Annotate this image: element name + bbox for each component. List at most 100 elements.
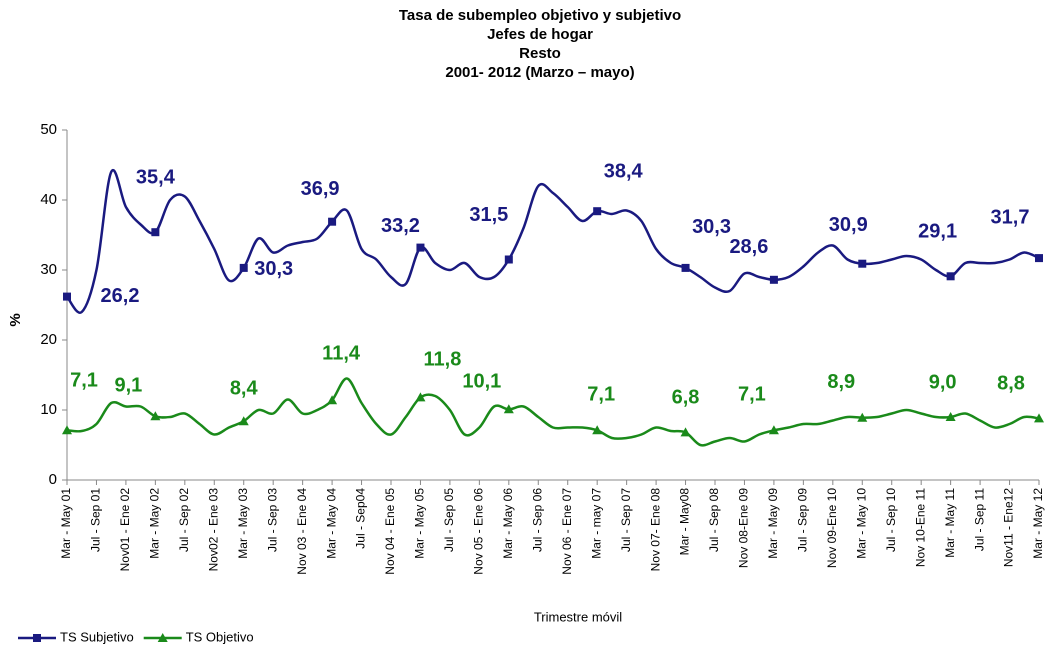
x-tick-label: Mar - May 04 xyxy=(324,488,338,559)
marker xyxy=(503,404,514,414)
value-label: 10,1 xyxy=(462,371,501,393)
x-tick-label: Nov 07- Ene 08 xyxy=(648,488,662,572)
marker xyxy=(150,411,161,421)
x-tick-label: Jul - Sep 10 xyxy=(884,488,898,552)
value-label: 33,2 xyxy=(381,215,420,237)
x-tick-label: Mar - May 02 xyxy=(148,488,162,559)
marker xyxy=(151,228,160,237)
x-tick-label: Jul - Sep04 xyxy=(354,488,368,549)
x-tick-label: Nov 06 - Ene 07 xyxy=(560,488,574,575)
x-tick-label: Mar - May 05 xyxy=(413,488,427,559)
y-tick-label: 40 xyxy=(40,191,57,208)
value-label: 11,8 xyxy=(424,349,462,371)
value-label: 26,2 xyxy=(101,285,140,307)
x-tick-label: Jul - Sep 09 xyxy=(796,488,810,552)
x-axis-label: Trimestre móvil xyxy=(534,609,622,624)
marker xyxy=(157,633,168,642)
x-tick-label: Mar - May08 xyxy=(678,488,692,556)
x-tick-label: Jul - Sep 03 xyxy=(265,488,279,552)
x-tick-label: Nov 04 - Ene 05 xyxy=(383,488,397,575)
value-label: 7,1 xyxy=(70,370,98,392)
value-label: 30,3 xyxy=(692,216,731,238)
x-tick-label: Nov 08-Ene 09 xyxy=(737,488,751,568)
x-tick-label: Mar - May 06 xyxy=(501,488,515,559)
value-label: 9,1 xyxy=(114,375,142,397)
chart-title: Jefes de hogar xyxy=(487,26,593,43)
x-tick-label: Jul - Sep 01 xyxy=(89,488,103,552)
x-tick-label: Nov01 - Ene 02 xyxy=(118,488,132,572)
marker xyxy=(593,207,602,216)
value-label: 30,3 xyxy=(254,258,293,280)
chart-title: Resto xyxy=(519,45,561,62)
marker xyxy=(328,217,337,226)
y-tick-label: 30 xyxy=(40,261,57,278)
y-tick-label: 0 xyxy=(49,471,57,488)
value-label: 8,8 xyxy=(997,373,1025,395)
value-label: 35,4 xyxy=(136,166,176,188)
marker xyxy=(857,412,868,422)
y-tick-label: 10 xyxy=(40,401,57,418)
x-tick-label: Mar - May 11 xyxy=(943,488,957,558)
series-line xyxy=(66,377,1040,447)
value-label: 8,9 xyxy=(827,371,855,393)
x-tick-label: Mar - May 12 xyxy=(1031,488,1045,559)
series-line xyxy=(65,168,1040,314)
value-label: 28,6 xyxy=(729,236,768,258)
marker xyxy=(592,425,603,435)
x-tick-label: Nov 09-Ene 10 xyxy=(825,488,839,568)
chart-title: 2001- 2012 (Marzo – mayo) xyxy=(445,64,634,81)
x-tick-label: Nov11 - Ene12 xyxy=(1002,488,1016,567)
x-tick-label: Mar - May 10 xyxy=(854,488,868,559)
marker xyxy=(63,292,71,301)
marker xyxy=(681,263,690,272)
value-label: 9,0 xyxy=(929,371,957,393)
marker xyxy=(946,272,955,281)
marker xyxy=(62,425,72,435)
legend-label: TS Objetivo xyxy=(186,629,254,644)
x-tick-label: Jul - Sep 02 xyxy=(177,488,191,552)
y-tick-label: 50 xyxy=(40,121,57,138)
value-label: 31,7 xyxy=(991,206,1030,228)
x-tick-label: Nov02 - Ene 03 xyxy=(206,488,220,572)
marker xyxy=(238,416,249,426)
marker xyxy=(769,275,778,284)
value-label: 31,5 xyxy=(469,204,508,226)
value-label: 7,1 xyxy=(738,384,766,406)
marker xyxy=(504,255,513,264)
x-tick-label: Mar - May 01 xyxy=(59,488,73,559)
marker xyxy=(33,634,41,642)
marker xyxy=(239,263,248,272)
value-label: 30,9 xyxy=(829,214,868,236)
marker xyxy=(415,392,426,402)
x-tick-label: Mar - May 03 xyxy=(236,488,250,559)
marker xyxy=(945,412,956,421)
value-label: 8,4 xyxy=(230,377,259,399)
marker xyxy=(1035,254,1043,263)
marker xyxy=(416,243,425,252)
marker xyxy=(680,427,691,437)
x-tick-label: Jul - Sep 05 xyxy=(442,488,456,552)
y-tick-label: 20 xyxy=(40,331,57,348)
marker xyxy=(327,395,338,405)
x-tick-label: Nov 10-Ene 11 xyxy=(913,488,927,567)
value-label: 36,9 xyxy=(301,178,340,200)
chart-title: Tasa de subempleo objetivo y subjetivo xyxy=(399,7,681,24)
x-tick-label: Jul - Sep 07 xyxy=(619,488,633,552)
x-tick-label: Jul - Sep 06 xyxy=(530,488,544,552)
x-tick-label: Mar - may 07 xyxy=(589,488,603,559)
value-label: 7,1 xyxy=(587,384,615,406)
x-tick-label: Jul - Sep 08 xyxy=(707,488,721,552)
value-label: 11,4 xyxy=(322,342,361,364)
marker xyxy=(1034,413,1044,423)
marker xyxy=(858,259,867,268)
legend-label: TS Subjetivo xyxy=(60,629,134,644)
y-axis-label: % xyxy=(7,313,24,326)
x-tick-label: Mar - May 09 xyxy=(766,488,780,559)
marker xyxy=(768,425,779,435)
x-tick-label: Nov 03 - Ene 04 xyxy=(295,488,309,575)
x-tick-label: Nov 05 - Ene 06 xyxy=(472,488,486,575)
value-label: 38,4 xyxy=(604,160,644,182)
x-tick-label: Jul - Sep 11 xyxy=(972,488,986,551)
value-label: 29,1 xyxy=(918,221,957,243)
